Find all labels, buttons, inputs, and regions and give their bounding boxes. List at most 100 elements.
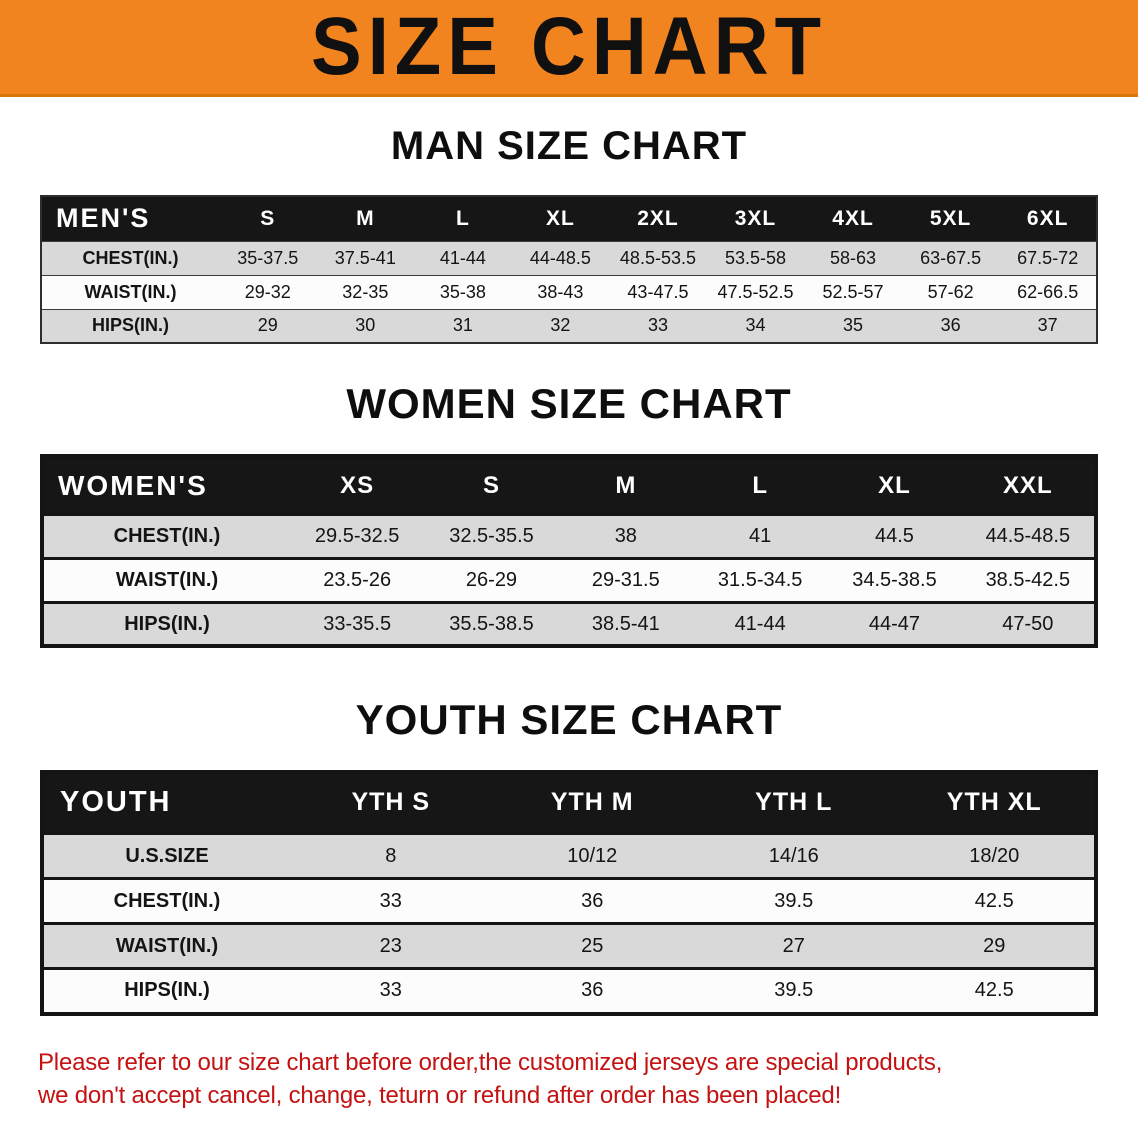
size-table-row: HIPS(IN.) 33 36 39.5 42.5 (42, 968, 1096, 1014)
row-label: WAIST(IN.) (84, 281, 177, 302)
size-value-cell: 29-31.5 (591, 568, 660, 591)
disclaimer: Please refer to our size chart before or… (38, 1046, 1100, 1113)
size-chart-section: MAN SIZE CHART MEN'S S M L XL 2XL 3XL 4XL 5XL 6XL… (0, 97, 1138, 344)
size-value-cell: 35-37.5 (237, 247, 299, 268)
row-label: HIPS(IN.) (124, 612, 210, 635)
size-table: WOMEN'S XS S M L XL XXL CHEST(IN.) 29.5-32.5 32.… (40, 454, 1098, 649)
size-value-cell: 67.5-72 (1017, 247, 1079, 268)
size-value-cell: 31 (452, 315, 473, 336)
table-title-cell: MEN'S (41, 196, 219, 241)
size-chart-section: YOUTH SIZE CHART YOUTH YTH S YTH M YTH L YTH… (0, 648, 1138, 1016)
size-value-cell: 35 (843, 315, 864, 336)
size-value-cell: 41-44 (439, 247, 486, 268)
size-value-cell: 8 (385, 844, 397, 867)
size-value-cell: 29.5-32.5 (314, 524, 400, 547)
size-table-row: CHEST(IN.) 29.5-32.5 32.5-35.5 38 41 44.5 44.5… (42, 514, 1096, 559)
size-table: MEN'S S M L XL 2XL 3XL 4XL 5XL 6XL CHEST(IN.) 35-3… (40, 195, 1098, 344)
size-value-cell: 48.5-53.5 (619, 247, 696, 268)
size-column-header: 4XL (804, 196, 902, 241)
size-value-cell: 23.5-26 (323, 568, 392, 591)
table-header-row: YOUTH YTH S YTH M YTH L YTH XL (42, 771, 1096, 834)
size-column-header: M (558, 456, 693, 515)
section-heading: WOMEN SIZE CHART (346, 380, 792, 427)
size-column-header: 6XL (999, 196, 1097, 241)
size-value-cell: 23 (379, 934, 402, 957)
size-value-cell: 41 (749, 524, 772, 547)
size-value-cell: 53.5-58 (724, 247, 787, 268)
size-column-header: YTH L (693, 771, 895, 834)
size-value-cell: 42.5 (974, 889, 1014, 912)
size-table: YOUTH YTH S YTH M YTH L YTH XL U.S.SIZE 8 10/1… (40, 769, 1098, 1016)
size-value-cell: 36 (581, 979, 604, 1002)
size-value-cell: 32.5-35.5 (449, 524, 534, 547)
size-column-header: L (692, 456, 828, 515)
size-chart-banner: SIZE CHART (0, 0, 1138, 97)
size-column-header: S (424, 456, 559, 515)
size-column-header: M (316, 196, 415, 241)
size-table-row: HIPS(IN.) 33-35.5 35.5-38.5 38.5-41 41-44 44-… (42, 602, 1096, 647)
row-label: CHEST(IN.) (82, 247, 179, 268)
size-column-header: XXL (961, 456, 1096, 515)
size-value-cell: 44.5 (875, 524, 914, 547)
size-column-header: 3XL (706, 196, 805, 241)
size-value-cell: 38 (614, 524, 637, 547)
size-value-cell: 34 (745, 315, 766, 336)
size-value-cell: 41-44 (734, 612, 786, 635)
size-value-cell: 47-50 (1002, 612, 1054, 635)
size-table-row: CHEST(IN.) 33 36 39.5 42.5 (42, 878, 1096, 924)
size-column-header: XL (511, 196, 610, 241)
size-value-cell: 37 (1037, 315, 1058, 336)
size-column-header: XS (290, 456, 425, 515)
size-value-cell: 25 (581, 934, 604, 957)
size-value-cell: 10/12 (567, 844, 618, 867)
size-value-cell: 52.5-57 (822, 281, 884, 302)
size-value-cell: 34.5-38.5 (852, 568, 937, 591)
size-value-cell: 33 (647, 315, 668, 336)
size-value-cell: 38-43 (537, 281, 584, 302)
table-header-row: WOMEN'S XS S M L XL XXL (42, 456, 1096, 515)
row-label: CHEST(IN.) (113, 889, 221, 912)
size-value-cell: 30 (355, 315, 376, 336)
size-value-cell: 26-29 (465, 568, 518, 591)
size-column-header: L (414, 196, 512, 241)
size-value-cell: 33 (379, 889, 402, 912)
row-label: HIPS(IN.) (91, 315, 169, 336)
size-value-cell: 44-47 (868, 612, 921, 635)
size-value-cell: 47.5-52.5 (717, 281, 794, 302)
disclaimer-line-1: Please refer to our size chart before or… (38, 1048, 943, 1076)
size-table-row: WAIST(IN.) 29-32 32-35 35-38 38-43 43-47.5 47.… (41, 275, 1097, 309)
size-value-cell: 33 (379, 979, 402, 1002)
size-column-header: S (219, 196, 317, 241)
size-value-cell: 36 (940, 315, 961, 336)
size-column-header: 2XL (609, 196, 707, 241)
banner-title: SIZE CHART (311, 0, 827, 93)
size-value-cell: 62-66.5 (1017, 281, 1079, 302)
size-chart-section: WOMEN SIZE CHART WOMEN'S XS S M L XL XXL CHEST… (0, 344, 1138, 649)
size-value-cell: 18/20 (969, 844, 1020, 867)
size-table-row: HIPS(IN.) 29 30 31 32 33 34 35 36 37 (41, 309, 1097, 343)
size-value-cell: 27 (782, 934, 805, 957)
disclaimer-line-2: we don't accept cancel, change, teturn o… (38, 1082, 842, 1110)
section-heading: MAN SIZE CHART (390, 124, 748, 168)
row-label: CHEST(IN.) (113, 524, 221, 547)
row-label: WAIST(IN.) (115, 568, 219, 591)
size-value-cell: 35-38 (439, 281, 486, 302)
size-value-cell: 42.5 (974, 979, 1014, 1002)
size-table-row: WAIST(IN.) 23.5-26 26-29 29-31.5 31.5-34.5 34… (42, 558, 1096, 603)
size-value-cell: 29-32 (244, 281, 291, 302)
size-value-cell: 36 (581, 889, 604, 912)
size-value-cell: 57-62 (927, 281, 974, 302)
size-column-header: YTH XL (894, 771, 1096, 834)
size-value-cell: 32 (550, 315, 571, 336)
row-label: U.S.SIZE (125, 844, 209, 867)
size-value-cell: 43-47.5 (627, 281, 689, 302)
size-table-row: CHEST(IN.) 35-37.5 37.5-41 41-44 44-48.5 48.5… (41, 241, 1097, 275)
table-title-cell: YOUTH (42, 771, 290, 834)
row-label: WAIST(IN.) (115, 934, 219, 957)
size-value-cell: 38.5-42.5 (985, 568, 1071, 591)
size-value-cell: 38.5-41 (591, 612, 660, 635)
size-value-cell: 35.5-38.5 (449, 612, 534, 635)
size-value-cell: 44.5-48.5 (985, 524, 1071, 547)
size-charts-container: MAN SIZE CHART MEN'S S M L XL 2XL 3XL 4XL 5XL 6XL… (0, 97, 1138, 1016)
size-value-cell: 63-67.5 (920, 247, 982, 268)
